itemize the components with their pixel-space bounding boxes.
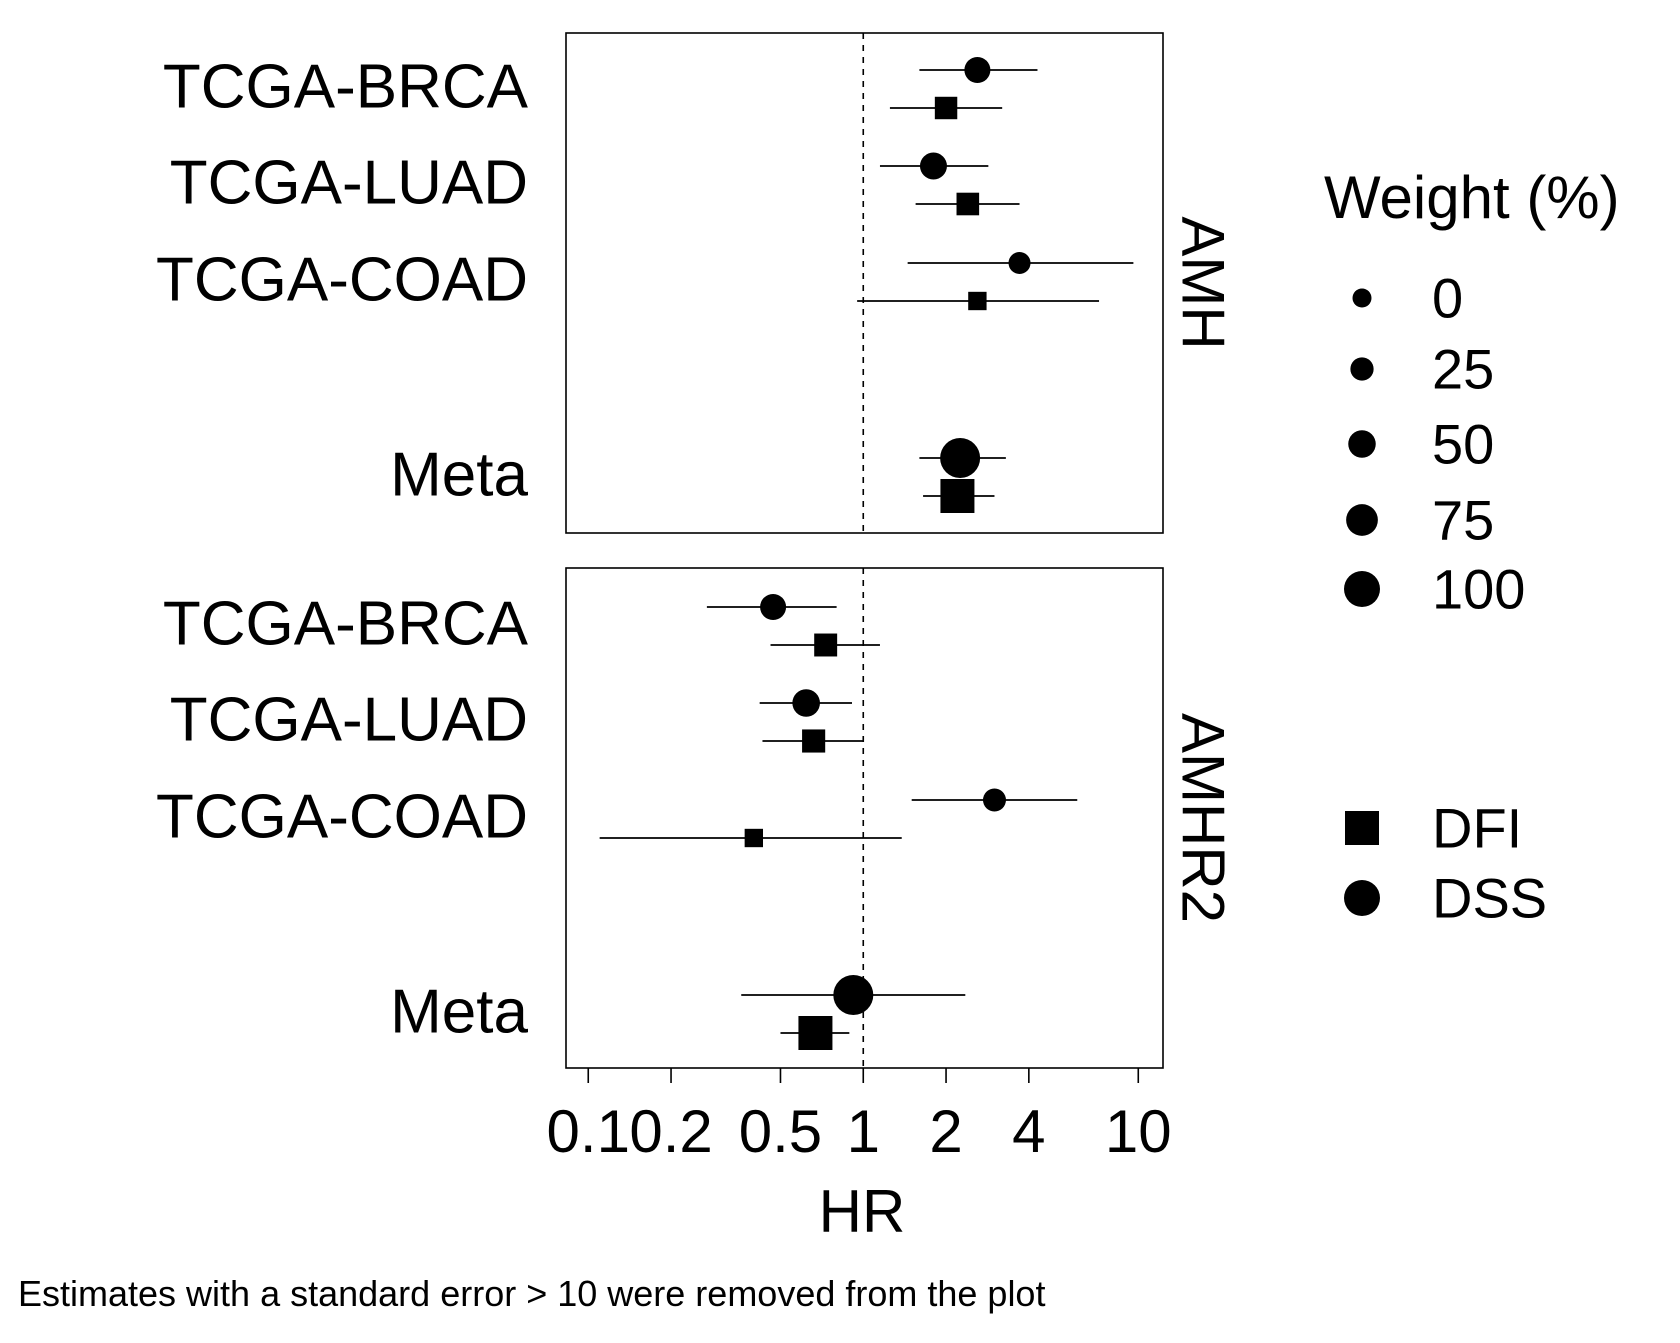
point-dfi <box>798 1016 833 1050</box>
legend-size-key <box>1348 430 1376 458</box>
panel-amh: AMH TCGA-BRCA TCGA-LUAD TCGA-COAD Meta <box>156 32 1237 534</box>
row-label: TCGA-COAD <box>156 783 528 852</box>
legend-size-key <box>1344 571 1380 607</box>
row-label: TCGA-BRCA <box>163 53 529 122</box>
x-axis: 0.1 0.2 0.5 1 2 4 10 <box>547 1068 1172 1165</box>
point-dss <box>1008 252 1031 274</box>
row-label: TCGA-LUAD <box>170 149 528 218</box>
row-label: Meta <box>390 441 528 510</box>
point-dfi <box>744 828 764 848</box>
legend-shape-label: DSS <box>1432 867 1547 930</box>
point-dfi <box>802 729 826 753</box>
point-dfi <box>934 96 958 120</box>
legend-size-title: Weight (%) <box>1324 164 1620 231</box>
legend-size-label: 75 <box>1432 489 1494 552</box>
row-label: Meta <box>390 978 528 1047</box>
point-dss <box>982 788 1006 812</box>
point-dss <box>964 57 991 83</box>
x-tick-label: 10 <box>1105 1098 1172 1165</box>
point-dss <box>760 594 787 620</box>
point-dss <box>833 975 874 1015</box>
point-dfi <box>956 192 980 216</box>
legend-size-label: 25 <box>1432 338 1494 401</box>
panel-border <box>565 32 1164 534</box>
point-dfi <box>968 291 987 311</box>
point-dss <box>919 152 947 180</box>
legend-shape-key-dss <box>1344 880 1380 916</box>
point-dss <box>792 689 820 717</box>
legend-size-key <box>1352 288 1372 308</box>
legend-shape-label: DFI <box>1432 797 1522 860</box>
strip-label: AMH <box>1170 216 1237 349</box>
x-axis-title: HR <box>819 1178 906 1245</box>
panels-layer: AMH TCGA-BRCA TCGA-LUAD TCGA-COAD Meta AMHR2 T… <box>156 32 1237 1069</box>
legend-size-key <box>1346 504 1378 536</box>
point-dss <box>940 438 981 478</box>
strip-label: AMHR2 <box>1170 713 1237 923</box>
panel-border <box>565 567 1164 1069</box>
legend-shape-key-dfi <box>1345 811 1379 845</box>
legend-size-label: 100 <box>1432 558 1525 621</box>
footnote: Estimates with a standard error > 10 wer… <box>18 1273 1045 1314</box>
x-tick-label: 0.5 <box>739 1098 822 1165</box>
row-label: TCGA-LUAD <box>170 686 528 755</box>
x-tick-label: 1 <box>847 1098 880 1165</box>
legend-size-key <box>1350 357 1374 381</box>
row-label: TCGA-BRCA <box>163 590 529 659</box>
point-dfi <box>940 479 975 513</box>
x-tick-label: 0.2 <box>629 1098 712 1165</box>
panel-amhr2: AMHR2 TCGA-BRCA TCGA-LUAD TCGA-COAD Meta <box>156 567 1237 1069</box>
x-tick-label: 4 <box>1012 1098 1045 1165</box>
x-tick-label: 0.1 <box>547 1098 630 1165</box>
point-dfi <box>814 633 838 657</box>
row-label: TCGA-COAD <box>156 246 528 315</box>
x-tick-label: 2 <box>929 1098 962 1165</box>
legend-size-label: 50 <box>1432 413 1494 476</box>
legend-size-label: 0 <box>1432 267 1463 330</box>
